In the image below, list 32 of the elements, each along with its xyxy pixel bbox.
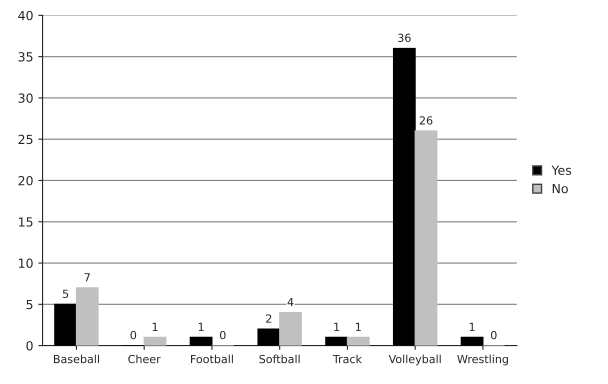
x-tick-label: Track: [332, 354, 362, 364]
data-label: 1: [198, 322, 204, 331]
y-tick-label: 40: [18, 10, 33, 20]
y-tick-label: 30: [18, 93, 33, 103]
data-label: 7: [84, 273, 90, 282]
y-tick-label: 0: [26, 341, 33, 351]
y-tick-label: 5: [26, 300, 32, 310]
x-tick-label: Volleyball: [388, 354, 441, 366]
data-label: 1: [470, 322, 475, 331]
data-label: 0: [130, 330, 136, 340]
data-label: 2: [266, 314, 272, 323]
x-tick-label: Softball: [259, 354, 300, 364]
y-tick-label: 25: [18, 134, 32, 144]
legend-label: No: [552, 184, 568, 194]
x-tick-label: Baseball: [54, 354, 99, 364]
data-label: 0: [490, 330, 497, 340]
x-tick-label: Wrestling: [457, 354, 508, 366]
x-tick-label: Football: [191, 354, 233, 364]
data-label: 1: [334, 322, 340, 331]
data-label: 4: [288, 298, 294, 306]
data-label: 1: [152, 322, 158, 331]
data-label: 26: [420, 116, 432, 125]
y-tick-label: 35: [18, 52, 32, 62]
x-tick-label: Cheer: [128, 354, 161, 364]
y-tick-label: 15: [19, 217, 32, 227]
data-label: 1: [356, 322, 361, 331]
y-tick-label: 10: [19, 258, 33, 268]
legend-label: Yes: [552, 166, 572, 175]
data-label: 36: [398, 34, 411, 42]
y-tick-label: 20: [18, 176, 33, 186]
data-label: 0: [220, 330, 226, 340]
data-label: 5: [62, 290, 68, 298]
